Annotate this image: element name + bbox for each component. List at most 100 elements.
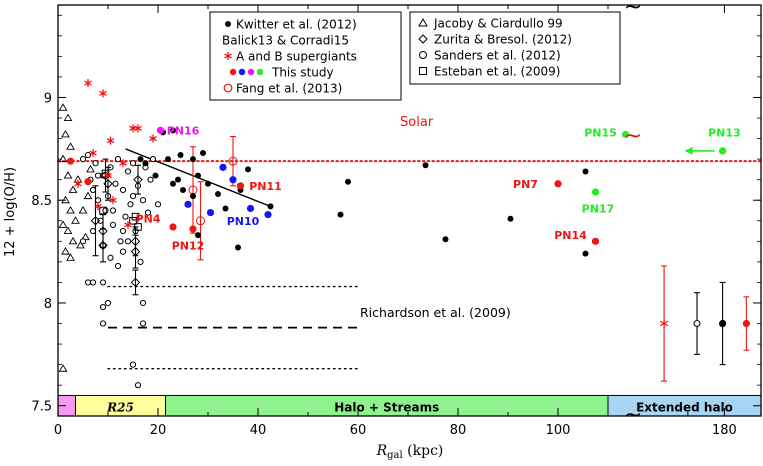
sanders-point [117,238,124,245]
sanders-point [119,186,127,194]
x-axis-title: Rgal (kpc) [376,443,444,461]
legend-marker-color-dot [229,68,237,76]
legend-right-box [409,11,621,85]
this-study-point [554,180,562,188]
this-study-point [719,147,727,155]
x-tick-label: 20 [150,423,167,438]
legend-left-label: A and B supergiants [236,50,357,64]
sanders-point [79,156,87,163]
this-study-point [169,223,177,231]
legend-right-label: Zurita & Bresol. (2012) [434,33,572,47]
supergiant-point [106,136,115,145]
x-tick-label: 60 [350,423,367,438]
pn-label: PN16 [167,124,200,137]
mean-supergiants-marker [659,319,669,329]
sanders-point [129,361,137,368]
jacoby-point [61,247,70,255]
this-study-point [66,157,75,165]
supergiant-point [84,79,92,88]
mean-this-study-marker [742,319,750,328]
kwitter-point [165,156,171,163]
kwitter-point [337,211,344,218]
kwitter-point [267,203,274,210]
jacoby-point [58,103,68,111]
sanders-point [124,168,132,175]
kwitter-point [205,180,211,187]
supergiant-point [104,171,112,180]
supergiant-point [109,196,117,205]
sanders-point [147,176,154,183]
sanders-point [99,320,107,327]
jacoby-point [63,226,73,235]
zurita-point [90,216,101,226]
axis-break-top: ~ [624,0,642,20]
this-study-point [84,178,92,186]
sanders-point [139,320,147,327]
jacoby-point [58,154,68,163]
fang-point [228,156,238,166]
legend-right-label: Jacoby & Ciardullo 99 [433,17,563,31]
pn-label: PN13 [708,126,741,139]
sanders-point [114,262,122,270]
mean-kwitter-marker [719,319,727,328]
region-label: R25 [106,400,134,414]
zurita-point [130,236,141,247]
legend-marker-filled-circle [225,21,231,27]
sanders-point [114,156,122,163]
legend-marker-asterisk [224,52,232,60]
pn-labels: PN16 PN11 PN4 PN10 PN12 PN7 PN14 PN15 PN17 PN13 [136,124,741,252]
zurita-point [133,174,143,185]
jacoby-point [66,253,75,261]
this-study-point [236,182,245,190]
legend-left: Kwitter et al. (2012) Balick13 & Corradi1… [209,11,402,101]
legend-marker-open-circle-red [223,83,233,93]
sanders-point [122,213,129,220]
solar-label: Solar [400,115,434,130]
sanders-point [107,254,114,261]
axis-break-bottom: ~ [624,403,642,428]
zurita-point [103,179,113,189]
kwitter-point [175,176,181,183]
legend-left-label: Fang et al. (2013) [236,82,342,96]
x-tick-label: 180 [712,423,737,438]
esteban-point [131,212,140,221]
pn-label: PN17 [582,202,615,215]
sanders-point [137,258,144,265]
sanders-point [154,201,162,208]
x-tick-label: 100 [546,423,571,438]
sanders-point [139,299,147,307]
sanders-point [89,186,97,194]
kwitter-point [177,152,184,159]
esteban-point [134,223,142,231]
this-study-point [219,163,227,171]
this-study-point [246,204,255,213]
jacoby-point [66,142,75,150]
supergiant-point [74,179,82,188]
kwitter-point [507,215,514,222]
sanders-point [149,156,157,163]
sanders-point [92,160,99,167]
kwitter-point [422,162,429,169]
legend-marker-square [419,67,427,75]
x-axis-title-unit: (kpc) [403,443,444,459]
legend-left-label: Kwitter et al. (2012) [236,18,357,32]
fang-point [196,216,205,226]
pn-label: PN11 [249,180,282,193]
sanders-point [112,180,119,187]
pn-label: PN7 [513,178,538,191]
kwitter-point [170,127,176,134]
this-study-point [621,130,630,139]
jacoby-point [66,206,75,214]
pn-label: PN12 [172,239,205,252]
jacoby-point [86,164,95,173]
x-tick-label: 0 [54,423,62,438]
zurita-point [98,226,108,236]
jacoby-point [76,240,85,249]
x-tick-label: 80 [450,423,467,438]
sanders-point [109,207,117,214]
jacoby-point [68,236,78,245]
kwitter-point [222,205,229,212]
supergiant-point [134,124,142,133]
kwitter-point [215,191,221,198]
jacoby-point [61,195,70,204]
